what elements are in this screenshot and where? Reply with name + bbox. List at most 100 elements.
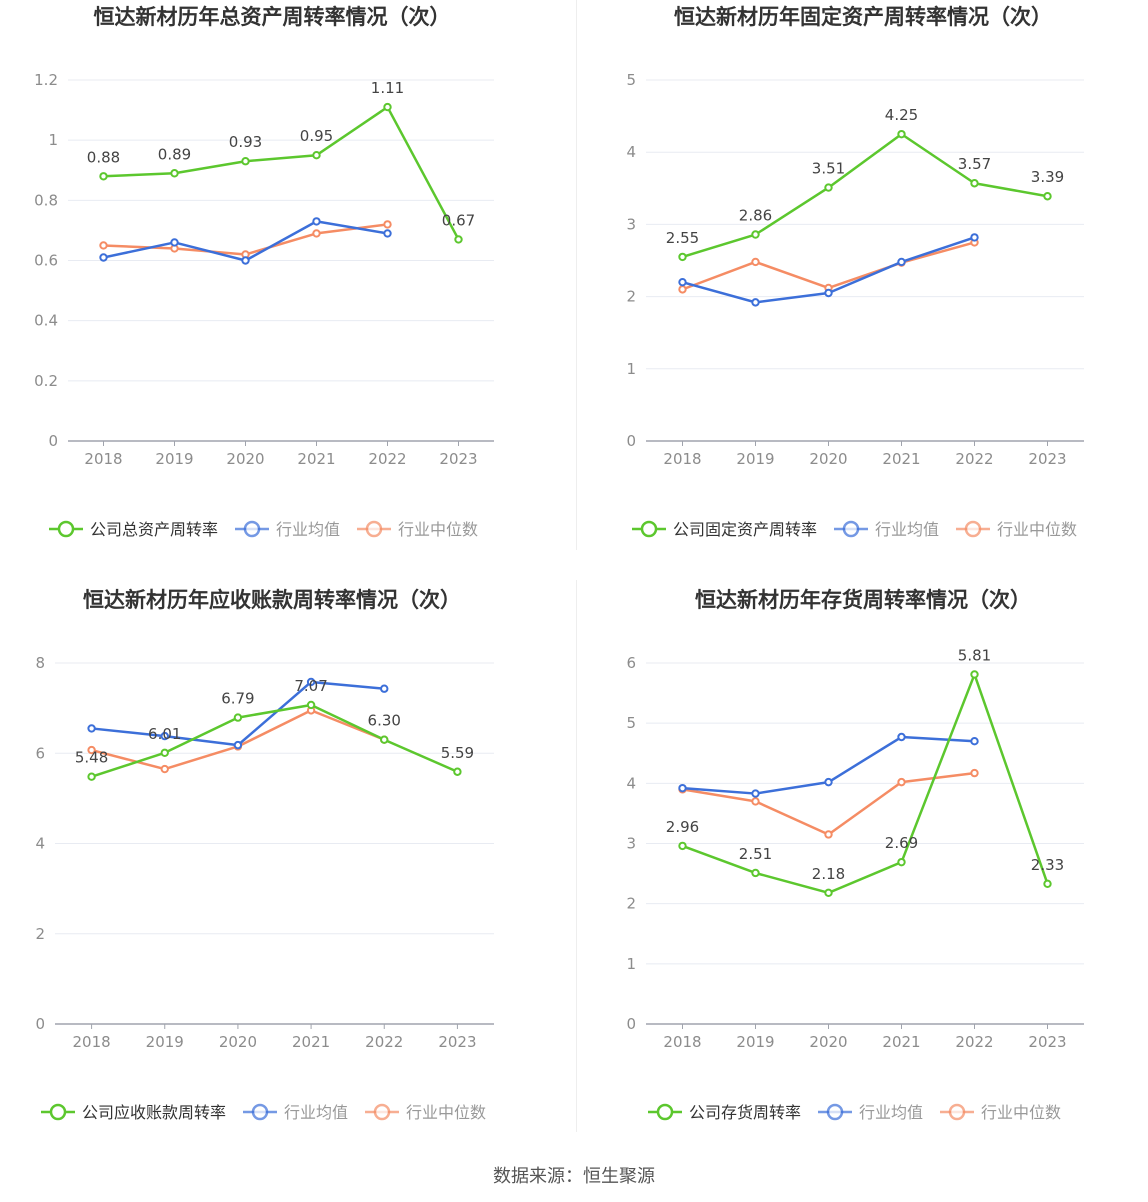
y-tick-label: 8 bbox=[35, 654, 45, 672]
x-tick-label: 2021 bbox=[292, 1033, 330, 1051]
average-data-point bbox=[383, 229, 392, 238]
chart-legend: 公司固定资产周转率 行业均值 行业中位数 bbox=[632, 520, 1077, 539]
chart-legend: 公司应收账款周转率 行业均值 行业中位数 bbox=[41, 1103, 486, 1122]
data-label: 3.39 bbox=[1031, 168, 1064, 186]
x-tick-label: 2019 bbox=[736, 1033, 774, 1051]
company-series-line bbox=[91, 703, 458, 778]
x-tick-label: 2021 bbox=[297, 450, 335, 468]
panel-divider bbox=[576, 0, 577, 550]
company-series-line bbox=[682, 132, 1048, 259]
legend-marker-median bbox=[365, 520, 383, 538]
x-tick-label: 2021 bbox=[882, 450, 920, 468]
legend-marker-average bbox=[243, 520, 261, 538]
legend-label-median: 行业中位数 bbox=[398, 520, 478, 539]
average-data-point bbox=[87, 724, 96, 733]
data-label: 0.95 bbox=[300, 127, 333, 145]
legend-label-average: 行业均值 bbox=[284, 1103, 348, 1122]
x-tick-label: 2023 bbox=[1028, 450, 1066, 468]
average-data-point bbox=[897, 257, 906, 267]
x-tick-label: 2019 bbox=[146, 1033, 184, 1051]
data-label: 5.81 bbox=[958, 646, 991, 664]
data-label: 2.96 bbox=[666, 818, 699, 836]
average-data-point bbox=[970, 737, 979, 746]
chart-panel-receivables-turnover: 恒达新材历年应收账款周转率情况（次） 0 2 4 6 8 2018 2019 2020 2021 2… bbox=[0, 583, 574, 1158]
legend-label-company: 公司总资产周转率 bbox=[90, 520, 218, 539]
x-tick-label: 2023 bbox=[438, 1033, 476, 1051]
chart-panel-total-asset-turnover: 恒达新材历年总资产周转率情况（次） 0 0.2 0.4 0.6 0.8 1 1.2 2018 20… bbox=[0, 0, 574, 575]
legend-label-company: 公司存货周转率 bbox=[689, 1103, 801, 1122]
y-tick-label: 6 bbox=[35, 744, 45, 762]
average-data-point bbox=[160, 731, 169, 741]
x-tick-label: 2018 bbox=[84, 450, 122, 468]
median-data-point bbox=[751, 257, 760, 267]
company-data-point bbox=[678, 252, 687, 262]
company-data-point bbox=[453, 767, 462, 776]
company-data-point bbox=[170, 169, 179, 178]
legend-marker-company bbox=[49, 1103, 67, 1121]
median-series-line bbox=[682, 241, 975, 291]
data-label: 0.93 bbox=[229, 133, 262, 151]
data-label: 6.01 bbox=[148, 725, 181, 743]
chart-svg: 恒达新材历年总资产周转率情况（次） 0 0.2 0.4 0.6 0.8 1 1.2 2018 20… bbox=[34, 5, 494, 539]
company-data-point bbox=[751, 230, 760, 239]
legend-label-average: 行业均值 bbox=[875, 520, 939, 539]
data-label: 2.86 bbox=[739, 207, 772, 225]
company-data-point bbox=[380, 735, 389, 744]
y-tick-label: 6 bbox=[626, 654, 636, 672]
median-data-point bbox=[824, 830, 833, 839]
y-tick-label: 4 bbox=[35, 835, 45, 853]
median-data-point bbox=[383, 220, 392, 229]
legend-label-average: 行业均值 bbox=[276, 520, 340, 539]
legend-label-median: 行业中位数 bbox=[406, 1103, 486, 1122]
x-tick-label: 2020 bbox=[809, 450, 847, 468]
median-data-point bbox=[160, 764, 169, 774]
company-data-point bbox=[233, 713, 243, 722]
chart-title: 恒达新材历年固定资产周转率情况（次） bbox=[674, 5, 1052, 29]
data-label: 4.25 bbox=[885, 106, 918, 124]
x-tick-label: 2022 bbox=[955, 450, 993, 468]
x-tick-label: 2023 bbox=[1028, 1033, 1066, 1051]
y-tick-label: 2 bbox=[35, 925, 45, 943]
y-tick-label: 0 bbox=[626, 432, 636, 450]
y-tick-label: 0 bbox=[35, 1015, 45, 1033]
legend-marker-company bbox=[656, 1103, 674, 1121]
company-data-point bbox=[970, 670, 979, 679]
x-tick-label: 2018 bbox=[663, 1033, 701, 1051]
data-label: 2.18 bbox=[812, 865, 845, 883]
y-tick-label: 1.2 bbox=[34, 71, 58, 89]
chart-svg: 恒达新材历年固定资产周转率情况（次） 0 1 2 3 4 5 2018 2019 2020 2021… bbox=[626, 5, 1084, 539]
y-tick-label: 0.4 bbox=[34, 312, 58, 330]
company-data-point bbox=[897, 129, 906, 139]
x-tick-label: 2022 bbox=[365, 1033, 403, 1051]
company-data-point bbox=[824, 888, 833, 898]
company-data-point bbox=[751, 868, 760, 878]
median-data-point bbox=[751, 797, 760, 806]
x-tick-label: 2020 bbox=[219, 1033, 257, 1051]
average-data-point bbox=[170, 238, 179, 247]
company-data-point bbox=[306, 700, 316, 710]
data-label: 2.51 bbox=[739, 845, 772, 863]
y-tick-label: 3 bbox=[626, 215, 636, 233]
data-label: 2.69 bbox=[885, 834, 918, 852]
median-data-point bbox=[897, 777, 906, 787]
average-data-point bbox=[380, 684, 389, 693]
company-data-point bbox=[897, 857, 906, 867]
chart-title: 恒达新材历年总资产周转率情况（次） bbox=[94, 5, 451, 29]
data-label: 3.51 bbox=[812, 160, 845, 178]
y-tick-label: 0 bbox=[626, 1015, 636, 1033]
panel-divider bbox=[576, 580, 577, 1132]
y-tick-label: 0.6 bbox=[34, 252, 58, 270]
x-tick-label: 2020 bbox=[809, 1033, 847, 1051]
chart-title: 恒达新材历年应收账款周转率情况（次） bbox=[83, 588, 461, 612]
company-data-point bbox=[99, 172, 108, 181]
average-data-point bbox=[751, 789, 760, 798]
average-data-point bbox=[897, 732, 906, 742]
y-tick-label: 1 bbox=[626, 955, 636, 973]
average-data-point bbox=[751, 298, 760, 307]
company-series-line bbox=[103, 105, 460, 241]
data-label: 1.11 bbox=[371, 79, 404, 97]
chart-legend: 公司存货周转率 行业均值 行业中位数 bbox=[648, 1103, 1061, 1122]
legend-label-company: 公司应收账款周转率 bbox=[82, 1103, 226, 1122]
average-data-point bbox=[99, 253, 108, 262]
x-tick-label: 2018 bbox=[663, 450, 701, 468]
